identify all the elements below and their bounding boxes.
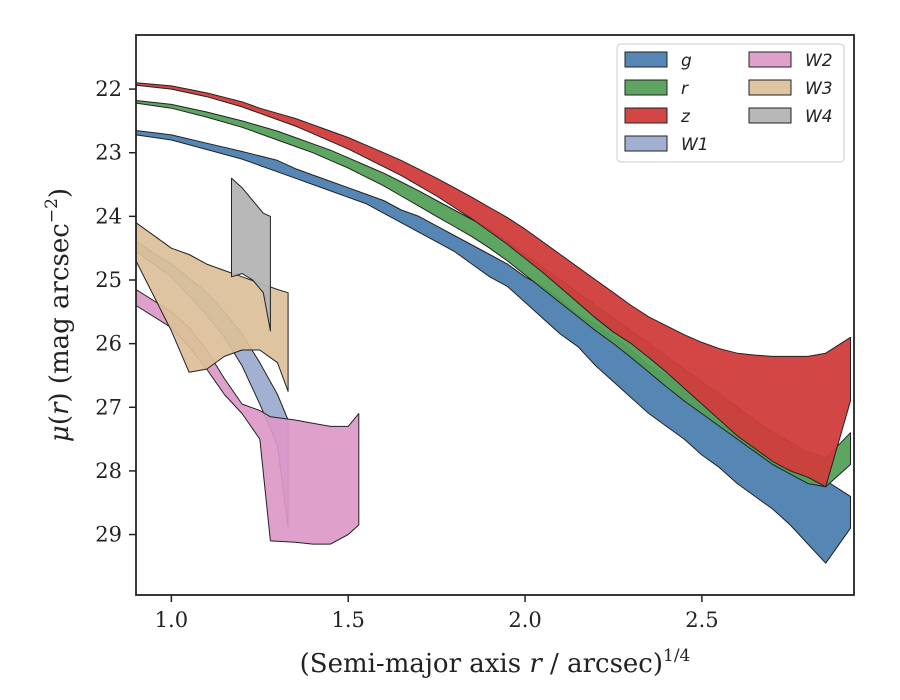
legend-label-g: g — [681, 51, 692, 71]
y-tick-label: 29 — [95, 523, 122, 547]
y-tick-label: 28 — [95, 459, 122, 483]
y-axis-ticks: 22 23 24 25 26 27 28 29 — [95, 77, 136, 547]
x-tick-label: 1.0 — [155, 608, 188, 632]
x-tick-label: 2.5 — [685, 608, 718, 632]
legend-label-w2: W2 — [805, 51, 833, 71]
band-w4 — [231, 177, 271, 332]
legend-swatch-r — [624, 79, 668, 96]
y-tick-label: 26 — [95, 332, 122, 356]
legend-swatch-w3 — [748, 79, 792, 96]
y-tick-label: 22 — [95, 77, 122, 101]
x-axis-label: (Semi-major axis r / arcsec)1/4 — [300, 646, 691, 679]
legend-swatch-w2 — [748, 51, 792, 68]
legend-swatch-w4 — [748, 107, 792, 124]
y-axis-label: μ(r) (mag arcsec−2) — [42, 188, 75, 442]
legend-label-z: z — [680, 107, 691, 127]
y-tick-label: 27 — [95, 395, 122, 419]
plot-frame — [135, 34, 855, 596]
y-tick-label: 25 — [95, 268, 122, 292]
band-g — [135, 130, 851, 564]
legend-swatch-g — [624, 51, 668, 68]
band-z — [135, 82, 851, 488]
legend-label-w1: W1 — [681, 135, 709, 155]
legend-box — [616, 43, 845, 163]
band-w2 — [135, 289, 360, 545]
legend-swatch-z — [624, 107, 668, 124]
x-tick-label: 2.0 — [508, 608, 541, 632]
legend: grz W1 W2 W3 W4 — [616, 43, 845, 163]
band-r — [135, 100, 851, 488]
legend-label-w4: W4 — [805, 107, 833, 127]
legend-label-w3: W3 — [805, 79, 833, 99]
x-axis-ticks: 1.0 1.5 2.0 2.5 — [155, 595, 719, 632]
y-tick-label: 24 — [95, 204, 122, 228]
legend-label-r: r — [681, 79, 689, 99]
legend-swatch-w1 — [624, 135, 668, 152]
series-bands — [135, 82, 851, 564]
y-tick-label: 23 — [95, 141, 122, 165]
x-tick-label: 1.5 — [332, 608, 365, 632]
band-w3 — [135, 222, 289, 392]
